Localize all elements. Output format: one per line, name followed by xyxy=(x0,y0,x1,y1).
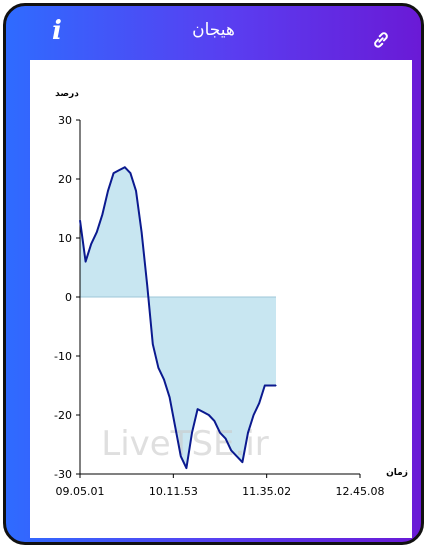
data-point xyxy=(185,467,187,469)
app-card: i هیجان 30 20 10 0 -10 -20 -30 09.05.01 10.11.53… xyxy=(3,3,424,545)
data-point xyxy=(219,432,221,434)
data-point xyxy=(191,432,193,434)
y-tick-label: -10 xyxy=(54,350,72,363)
watermark: LiveTSE.ir xyxy=(101,424,269,464)
info-icon[interactable]: i xyxy=(52,16,62,46)
y-tick-label: 10 xyxy=(58,232,72,245)
data-point xyxy=(264,384,266,387)
data-point xyxy=(113,172,115,174)
data-point xyxy=(169,396,171,398)
link-icon[interactable] xyxy=(371,30,391,50)
data-point xyxy=(236,455,238,457)
data-point xyxy=(230,449,232,451)
x-tick-label: 09.05.01 xyxy=(56,485,105,498)
data-point xyxy=(129,172,131,174)
data-point xyxy=(258,402,260,404)
data-point xyxy=(118,169,120,171)
data-point xyxy=(141,231,143,233)
data-point xyxy=(208,414,210,416)
data-point xyxy=(157,367,159,369)
data-point xyxy=(253,414,255,416)
data-point xyxy=(107,190,109,192)
data-point xyxy=(247,432,249,434)
data-point xyxy=(241,461,243,463)
data-point xyxy=(202,411,204,413)
y-tick-label: -20 xyxy=(54,409,72,422)
x-axis-label: زمان xyxy=(386,468,408,478)
y-axis-label: درصد xyxy=(55,89,79,99)
data-point xyxy=(213,420,215,422)
data-point xyxy=(180,455,182,457)
data-point xyxy=(90,243,92,245)
page-title: هیجان xyxy=(192,20,235,40)
data-point xyxy=(101,213,103,215)
data-point xyxy=(197,408,199,410)
area-fill xyxy=(80,167,276,469)
chart-panel: 30 20 10 0 -10 -20 -30 09.05.01 10.11.53 11.35.02… xyxy=(30,60,412,538)
data-point xyxy=(124,166,126,168)
y-tick-label: 0 xyxy=(65,291,72,304)
data-point xyxy=(146,284,148,286)
x-tick-label: 11.35.02 xyxy=(242,485,291,498)
y-tick-label: 20 xyxy=(58,173,72,186)
data-point xyxy=(163,379,165,381)
data-point xyxy=(135,190,137,192)
data-point xyxy=(96,231,98,233)
header-bar: i هیجان xyxy=(6,6,421,60)
data-point xyxy=(269,384,271,387)
x-tick-label: 10.11.53 xyxy=(149,485,198,498)
data-point xyxy=(275,384,277,387)
data-point xyxy=(79,219,81,221)
data-point xyxy=(225,438,227,440)
y-tick-label: -30 xyxy=(54,468,72,481)
data-point xyxy=(174,426,176,428)
data-point xyxy=(85,261,87,263)
y-tick-label: 30 xyxy=(58,114,72,127)
emotion-chart: 30 20 10 0 -10 -20 -30 09.05.01 10.11.53 11.35.02… xyxy=(54,89,408,498)
series-line xyxy=(79,166,276,470)
data-point xyxy=(152,343,154,345)
x-tick-label: 12.45.08 xyxy=(336,485,385,498)
